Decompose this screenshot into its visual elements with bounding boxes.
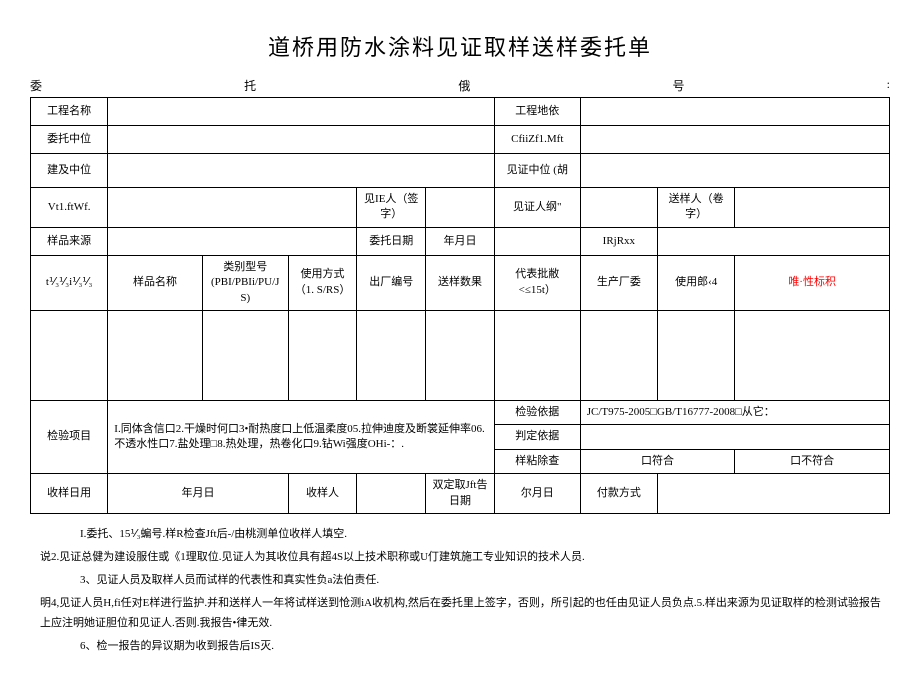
val-sender <box>735 188 890 228</box>
hdr-c6: 送样数果 <box>426 255 495 310</box>
label-witness-person: 见证人纲" <box>494 188 580 228</box>
val-judge-basis <box>580 425 889 449</box>
val-witness-unit <box>580 154 889 188</box>
label-entrust-date: 委托日期 <box>357 227 426 255</box>
val-entrust-date: 年月日 <box>426 227 495 255</box>
hdr-e: 俄 <box>458 77 470 94</box>
val-conform: 口符合 <box>580 449 735 473</box>
val-insp-content: I.同体含信口2.干燥时何口3•耐热度口上低温柔度05.拉伸迪度及断裳延伸率06… <box>108 400 495 473</box>
val-irjrxx <box>658 227 890 255</box>
val-report-date: 尔月日 <box>494 474 580 514</box>
val-build-unit <box>108 154 495 188</box>
data-c5 <box>357 310 426 400</box>
val-witness-person <box>580 188 657 228</box>
hdr-wei: 委 <box>30 77 42 94</box>
note-4: 明4,见证人员H,fi任对E样进行监护.并和送样人一年将试样送到怆测iA收机构,… <box>40 593 890 635</box>
hdr-tuo: 托 <box>244 77 256 94</box>
hdr-c1: t⅟₃⅟₃i⅟₃⅟₃ <box>31 255 108 310</box>
header-line: 委 托 俄 号 : <box>30 77 890 94</box>
label-pay-method: 付款方式 <box>580 474 657 514</box>
hdr-c3: 类别型号 (PBI/PBIi/PU/JS) <box>202 255 288 310</box>
label-project-loc: 工程地依 <box>494 98 580 126</box>
label-vt1: Vt1.ftWf. <box>31 188 108 228</box>
note-5: 6、检一报告的异议期为收到报告后IS灭. <box>80 636 890 657</box>
data-c10 <box>735 310 890 400</box>
val-nonconform: 口不符合 <box>735 449 890 473</box>
hdr-c7: 代表批敝 <≤15t） <box>494 255 580 310</box>
hdr-colon: : <box>887 77 890 94</box>
val-sample-source <box>108 227 357 255</box>
label-insp-item: 检验项目 <box>31 400 108 473</box>
label-judge-basis: 判定依据 <box>494 425 580 449</box>
data-c9 <box>658 310 735 400</box>
note-1: I.委托、15⅟₃蝙号.样R检查Jft后-/由桃测单位收样人填空. <box>80 524 890 545</box>
val-entrust-unit <box>108 126 495 154</box>
val-ie-sign <box>426 188 495 228</box>
label-build-unit: 建及中位 <box>31 154 108 188</box>
label-report-date: 双定取Jft告日期 <box>426 474 495 514</box>
data-c7 <box>494 310 580 400</box>
label-ie-sign: 见IE人（签字） <box>357 188 426 228</box>
label-entrust-unit: 委托中位 <box>31 126 108 154</box>
val-vt1 <box>108 188 357 228</box>
val-project-loc <box>580 98 889 126</box>
hdr-hao: 号 <box>672 77 684 94</box>
val-project-name <box>108 98 495 126</box>
note-2: 说2.见证总健为建设服住或《1理取位.见证人为其收位具有超4S以上技术职称或U仃… <box>40 547 890 568</box>
label-project-name: 工程名称 <box>31 98 108 126</box>
val-cfii-blank <box>580 126 889 154</box>
label-recv-person: 收样人 <box>288 474 357 514</box>
val-recv-person <box>357 474 426 514</box>
hdr-c10: 唯·性标积 <box>735 255 890 310</box>
label-recv-date: 收样日用 <box>31 474 108 514</box>
main-table: 工程名称 工程地依 委托中位 CfiiZf1.Mft 建及中位 见证中位 (胡 … <box>30 97 890 514</box>
blank-mid <box>494 227 580 255</box>
label-sample-check: 样粘除查 <box>494 449 580 473</box>
data-c6 <box>426 310 495 400</box>
val-recv-date: 年月日 <box>108 474 288 514</box>
notes-section: I.委托、15⅟₃蝙号.样R检查Jft后-/由桃测单位收样人填空. 说2.见证总… <box>30 524 890 657</box>
hdr-c4: 使用方式（1. S/RS） <box>288 255 357 310</box>
label-sender: 送样人（卷字） <box>658 188 735 228</box>
val-cfii: CfiiZf1.Mft <box>494 126 580 154</box>
label-sample-source: 样品来源 <box>31 227 108 255</box>
val-insp-basis: JC/T975-2005□GB/T16777-2008□从它： <box>580 400 889 424</box>
hdr-c5: 出厂编号 <box>357 255 426 310</box>
note-3: 3、见证人员及取样人员而试样的代表性和真实性负a法伯责任. <box>80 570 890 591</box>
val-pay-method <box>658 474 890 514</box>
data-c8 <box>580 310 657 400</box>
data-c1 <box>31 310 108 400</box>
data-c4 <box>288 310 357 400</box>
doc-title: 道桥用防水涂料见证取样送样委托单 <box>30 30 890 62</box>
label-irjrxx: IRjRxx <box>580 227 657 255</box>
data-c3 <box>202 310 288 400</box>
label-witness-unit: 见证中位 (胡 <box>494 154 580 188</box>
hdr-c2: 样品名称 <box>108 255 202 310</box>
hdr-c8: 生产厂委 <box>580 255 657 310</box>
data-c2 <box>108 310 202 400</box>
label-insp-basis: 检验依据 <box>494 400 580 424</box>
hdr-c9: 使用郎‹4 <box>658 255 735 310</box>
